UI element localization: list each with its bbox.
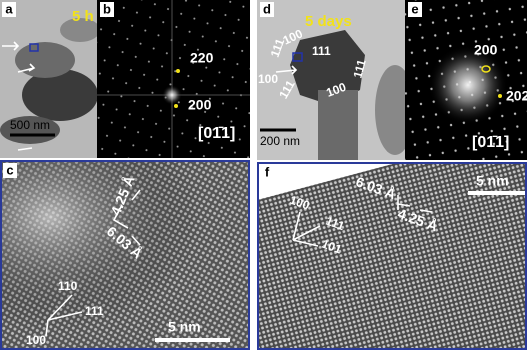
scale-label: 5 nm xyxy=(168,319,201,335)
panel-f: f 6.03 Å 4.25 Å 5 nm 100 111 101 xyxy=(257,162,527,350)
panel-e: e 200 202 [01̄1] xyxy=(405,0,527,160)
panel-c: c 4.25 Å 6.03 Å 110 111 100 5 nm xyxy=(0,160,250,350)
panel-label: c xyxy=(6,162,13,177)
time-label: 5 h xyxy=(72,8,94,25)
zone-axis: [01̄1] xyxy=(198,125,235,142)
scale-label: 500 nm xyxy=(10,118,50,132)
panel-label: d xyxy=(263,1,271,16)
direction-label: 100 xyxy=(26,333,46,347)
spot-label: 202 xyxy=(506,88,527,104)
panel-a: a 5 h 500 nm xyxy=(0,0,100,158)
panel-label: e xyxy=(411,1,418,16)
spot-label: 200 xyxy=(188,97,212,113)
panel-label: b xyxy=(103,1,111,16)
panel-label: f xyxy=(265,164,270,179)
spot-label: 200 xyxy=(474,42,498,58)
figure: a 5 h 500 nm b 220 200 [01̄1] c 4.25 Å 6… xyxy=(0,0,527,350)
panel-label: a xyxy=(5,1,13,16)
scale-label: 5 nm xyxy=(476,173,509,189)
panel-d: d 5 days 100 111 111 100 111 100 111 200… xyxy=(257,0,415,160)
direction-label: 111 xyxy=(85,304,104,318)
facet-label: 111 xyxy=(312,44,331,58)
zone-axis: [01̄1] xyxy=(472,134,509,151)
scale-label: 200 nm xyxy=(260,134,300,148)
direction-label: 110 xyxy=(58,279,78,293)
panel-b: b 220 200 [01̄1] xyxy=(97,0,250,158)
time-label: 5 days xyxy=(305,13,352,30)
facet-label: 100 xyxy=(258,72,278,86)
spot-label: 220 xyxy=(190,50,214,66)
